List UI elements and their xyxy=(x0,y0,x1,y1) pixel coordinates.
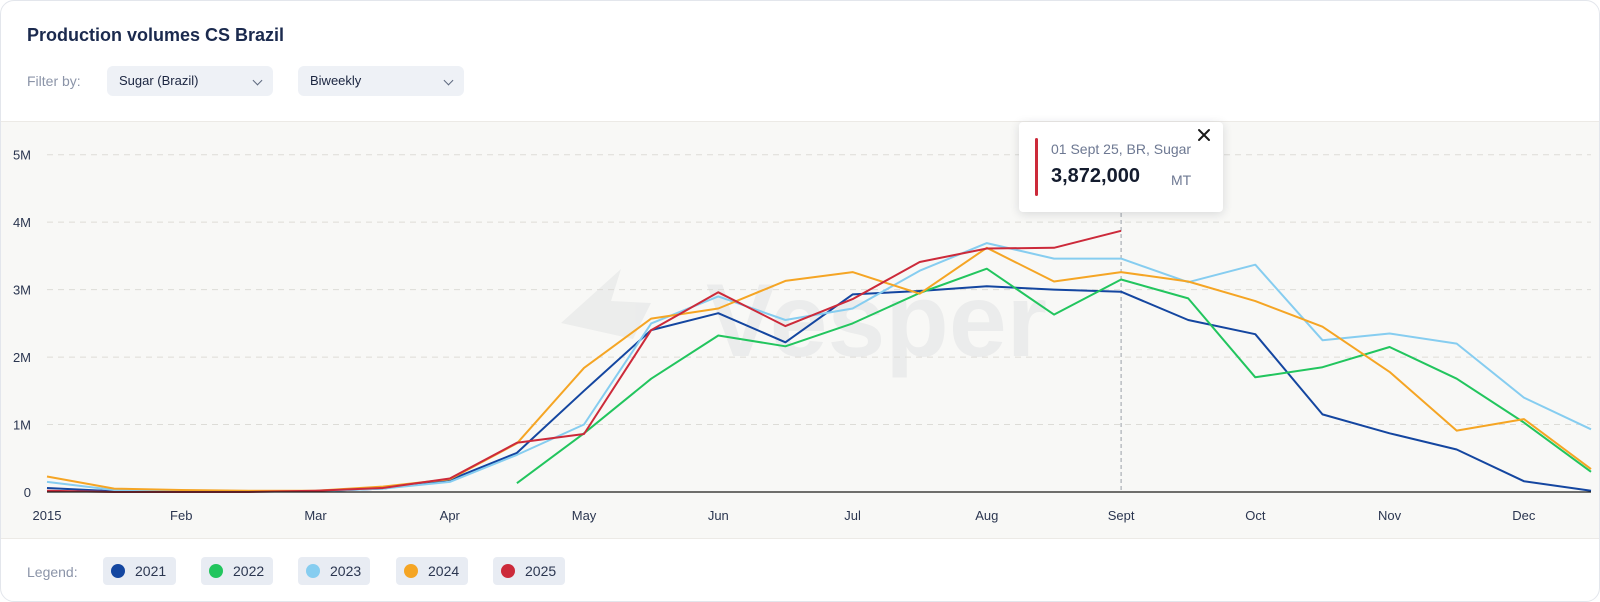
legend-item-2023[interactable]: 2023 xyxy=(298,557,370,585)
x-tick-label: 2015 xyxy=(33,508,62,523)
y-axis-ticks: 0 1M 2M 3M 4M 5M xyxy=(13,148,31,500)
series-lines xyxy=(46,229,1592,493)
legend-item-2025[interactable]: 2025 xyxy=(493,557,565,585)
x-tick-label: Sept xyxy=(1108,508,1135,523)
period-select[interactable]: Biweekly xyxy=(298,66,464,96)
data-tooltip: 01 Sept 25, BR, Sugar 3,872,000 MT xyxy=(1019,122,1223,212)
tooltip-unit: MT xyxy=(1171,172,1192,188)
watermark-wordmark: Vesper xyxy=(706,263,1047,379)
commodity-select-value: Sugar (Brazil) xyxy=(119,73,199,88)
series-line-2022[interactable] xyxy=(516,267,1592,485)
x-tick-label: Aug xyxy=(975,508,998,523)
filter-label: Filter by: xyxy=(27,73,81,89)
x-tick-label: Mar xyxy=(304,508,327,523)
legend-dot-2022 xyxy=(209,564,223,578)
watermark-logo-mark xyxy=(561,269,651,339)
legend-dot-2023 xyxy=(306,564,320,578)
legend-item-label: 2023 xyxy=(330,563,362,579)
legend-dot-2025 xyxy=(501,564,515,578)
vesper-watermark: Vesper xyxy=(561,263,1047,379)
legend-item-2024[interactable]: 2024 xyxy=(396,557,468,585)
y-tick-label: 5M xyxy=(13,148,31,163)
tooltip-value: 3,872,000 xyxy=(1051,165,1140,187)
close-icon[interactable] xyxy=(1195,126,1213,144)
x-tick-label: Jun xyxy=(708,508,729,523)
y-tick-label: 4M xyxy=(13,215,31,230)
y-tick-label: 0 xyxy=(24,485,31,500)
legend-label: Legend: xyxy=(27,564,78,580)
legend: Legend: 2021 2022 2023 2024 2025 xyxy=(1,539,1599,601)
legend-item-2021[interactable]: 2021 xyxy=(103,557,176,585)
period-select-value: Biweekly xyxy=(310,73,362,88)
y-tick-label: 1M xyxy=(13,418,31,433)
x-tick-label: May xyxy=(572,508,597,523)
x-tick-label: Jul xyxy=(844,508,861,523)
legend-item-label: 2025 xyxy=(525,563,557,579)
x-tick-label: Nov xyxy=(1378,508,1402,523)
tooltip-date: 01 Sept 25, BR, Sugar xyxy=(1051,141,1192,157)
legend-item-2022[interactable]: 2022 xyxy=(201,557,273,585)
tooltip-series-marker xyxy=(1035,138,1038,196)
gridlines xyxy=(47,154,1591,426)
x-axis-ticks: 2015 Feb Mar Apr May Jun Jul Aug Sept Oct Nov Dec xyxy=(33,508,1536,523)
commodity-select[interactable]: Sugar (Brazil) xyxy=(107,66,273,96)
legend-dot-2024 xyxy=(404,564,418,578)
x-tick-label: Apr xyxy=(440,508,461,523)
page-title: Production volumes CS Brazil xyxy=(27,25,285,45)
legend-dot-2021 xyxy=(111,564,125,578)
x-tick-label: Oct xyxy=(1245,508,1266,523)
legend-item-label: 2024 xyxy=(428,563,460,579)
x-tick-label: Feb xyxy=(170,508,192,523)
legend-item-label: 2022 xyxy=(233,563,265,579)
card-header: Production volumes CS Brazil Filter by: … xyxy=(1,1,1599,121)
plot-area[interactable] xyxy=(1,121,1599,539)
y-tick-label: 3M xyxy=(13,283,31,298)
x-tick-label: Dec xyxy=(1512,508,1536,523)
legend-item-label: 2021 xyxy=(135,563,167,579)
y-tick-label: 2M xyxy=(13,350,31,365)
